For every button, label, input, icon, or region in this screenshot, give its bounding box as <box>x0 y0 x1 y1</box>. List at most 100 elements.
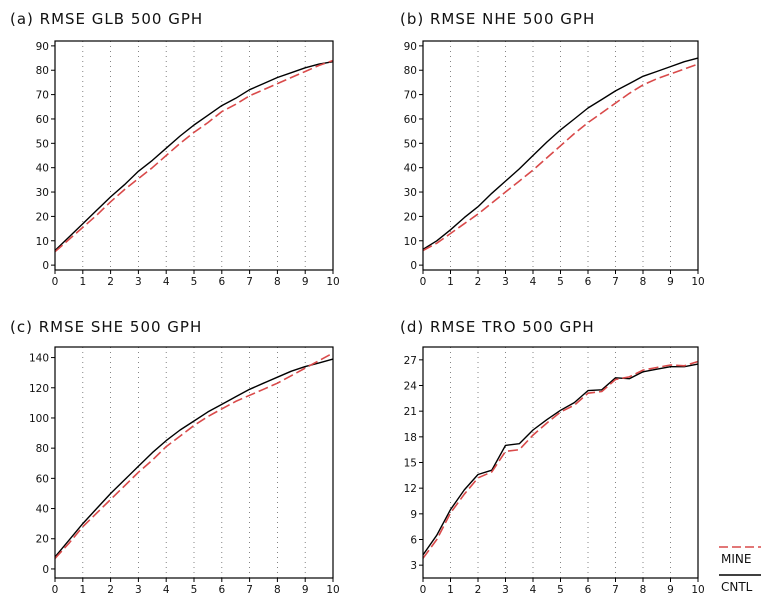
panel-a-x-tick-label: 2 <box>107 276 114 288</box>
panel-d-x-tick-label: 6 <box>585 584 592 594</box>
panel-d-x-tick-label: 9 <box>667 584 674 594</box>
panel-b-y-tick-label: 40 <box>404 163 417 175</box>
panel-d-y-tick-label: 12 <box>404 483 417 495</box>
panel-b-y-tick-label: 60 <box>404 114 417 126</box>
panel-c-y-tick-label: 20 <box>36 534 49 546</box>
panel-c-x-tick-label: 8 <box>274 584 281 594</box>
panel-d-x-tick-label: 4 <box>530 584 537 594</box>
panel-a: 0 1 2 3 4 5 6 7 8 9 10 0 10 20 30 40 50 60 70 80 90 <box>36 40 340 288</box>
panel-d-x-tick-label: 0 <box>420 584 427 594</box>
panel-a-x-tick-label: 4 <box>163 276 170 288</box>
panel-c-x-tick-label: 9 <box>302 584 309 594</box>
panel-a-frame <box>54 40 334 271</box>
panel-d-x-tick-label: 5 <box>557 584 564 594</box>
panel-d-y-tick-label: 27 <box>404 355 417 367</box>
panel-b-x-tick-label: 9 <box>667 276 674 288</box>
panel-c-x-tick-label: 1 <box>79 584 86 594</box>
panel-a-y-tick-label: 40 <box>36 163 49 175</box>
panel-b-frame <box>422 40 699 271</box>
panel-b-series-mine <box>422 63 699 252</box>
panel-d-x-tick-label: 3 <box>502 584 509 594</box>
panel-a-y-tick-label: 80 <box>36 65 49 77</box>
panel-c-y-tick-label: 60 <box>36 473 49 485</box>
panel-a-x-tick-label: 5 <box>191 276 198 288</box>
panel-d-title: (d) RMSE TRO 500 GPH <box>400 318 595 336</box>
panel-a-y-tick-label: 60 <box>36 114 49 126</box>
panel-a-series-mine <box>54 59 334 253</box>
panel-b-x-tick-label: 7 <box>612 276 619 288</box>
panel-c-title: (c) RMSE SHE 500 GPH <box>10 318 202 336</box>
panel-b-x-tick-label: 2 <box>475 276 482 288</box>
panel-a-x-tick-label: 6 <box>218 276 225 288</box>
panel-a-y-tick-label: 0 <box>42 260 49 272</box>
panel-b-x-tick-label: 3 <box>502 276 509 288</box>
panel-c-y-tick-label: 140 <box>29 353 49 365</box>
panel-c-x-tick-label: 2 <box>107 584 114 594</box>
panel-a-x-tick-label: 7 <box>246 276 253 288</box>
panel-a-x-tick-label: 0 <box>52 276 59 288</box>
panel-c-x-tick-label: 3 <box>135 584 142 594</box>
panel-d-y-tick-label: 15 <box>404 458 417 470</box>
panel-d-x-tick-label: 7 <box>612 584 619 594</box>
panel-c-y-tick-label: 100 <box>29 413 49 425</box>
legend-label-cntl: CNTL <box>721 580 753 594</box>
legend-label-mine: MINE <box>721 552 751 566</box>
panel-a-x-tick-label: 1 <box>79 276 86 288</box>
panel-b-x-tick-label: 6 <box>585 276 592 288</box>
legend: MINE CNTL <box>719 546 761 594</box>
panel-d-x-tick-label: 2 <box>475 584 482 594</box>
panel-c-y-tick-label: 80 <box>36 443 49 455</box>
panel-a-x-tick-label: 9 <box>302 276 309 288</box>
panel-a-series-cntl <box>54 61 334 252</box>
panel-b-x-tick-label: 8 <box>640 276 647 288</box>
panel-d-x-tick-label: 10 <box>691 584 704 594</box>
panel-b-series-cntl <box>422 57 699 250</box>
panel-a-x-tick-label: 3 <box>135 276 142 288</box>
panel-a-title: (a) RMSE GLB 500 GPH <box>10 10 203 28</box>
panel-b-x-tick-label: 10 <box>691 276 704 288</box>
panel-d-y-tick-label: 18 <box>404 432 417 444</box>
panel-c-x-tick-label: 7 <box>246 584 253 594</box>
panel-c-series-mine <box>54 352 334 559</box>
panel-b-title: (b) RMSE NHE 500 GPH <box>400 10 595 28</box>
panel-d-frame <box>422 346 699 579</box>
panel-c-series-cntl <box>54 358 334 558</box>
panel-b-x-tick-label: 5 <box>557 276 564 288</box>
panel-d-x-tick-label: 1 <box>447 584 454 594</box>
panel-d-x-tick-label: 8 <box>640 584 647 594</box>
panel-d-y-tick-label: 3 <box>410 560 417 572</box>
panel-a-y-tick-label: 70 <box>36 90 49 102</box>
panel-a-x-tick-label: 10 <box>326 276 339 288</box>
panel-d-y-tick-label: 24 <box>404 381 418 393</box>
panel-a-y-tick-label: 90 <box>36 41 49 53</box>
panel-a-y-tick-label: 10 <box>36 236 49 248</box>
panel-c-x-tick-label: 0 <box>52 584 59 594</box>
panel-b: 0 1 2 3 4 5 6 7 8 9 10 0 10 20 30 40 50 60 70 80 90 <box>404 40 705 288</box>
panel-c-x-tick-label: 4 <box>163 584 170 594</box>
panel-a-x-tick-label: 8 <box>274 276 281 288</box>
panel-d-y-tick-label: 21 <box>404 406 417 418</box>
panel-b-y-tick-label: 10 <box>404 236 417 248</box>
panel-a-y-tick-label: 30 <box>36 187 49 199</box>
panel-b-x-tick-label: 4 <box>530 276 537 288</box>
panel-c-y-tick-label: 0 <box>42 564 49 576</box>
panel-b-y-tick-label: 20 <box>404 211 417 223</box>
panel-b-y-tick-label: 80 <box>404 65 417 77</box>
panel-d-y-tick-label: 6 <box>410 535 417 547</box>
panel-a-y-tick-label: 50 <box>36 138 49 150</box>
panel-b-y-tick-label: 90 <box>404 41 417 53</box>
panel-d-series-cntl <box>422 363 699 556</box>
panel-b-y-tick-label: 70 <box>404 90 417 102</box>
panel-a-y-tick-label: 20 <box>36 211 49 223</box>
panel-c-x-tick-label: 10 <box>326 584 339 594</box>
panel-d-series-mine <box>422 360 699 559</box>
panel-b-y-tick-label: 30 <box>404 187 417 199</box>
panel-c-y-tick-label: 40 <box>36 504 49 516</box>
panel-c-frame <box>54 346 334 579</box>
panel-c-x-tick-label: 5 <box>191 584 198 594</box>
panel-b-x-tick-label: 0 <box>420 276 427 288</box>
